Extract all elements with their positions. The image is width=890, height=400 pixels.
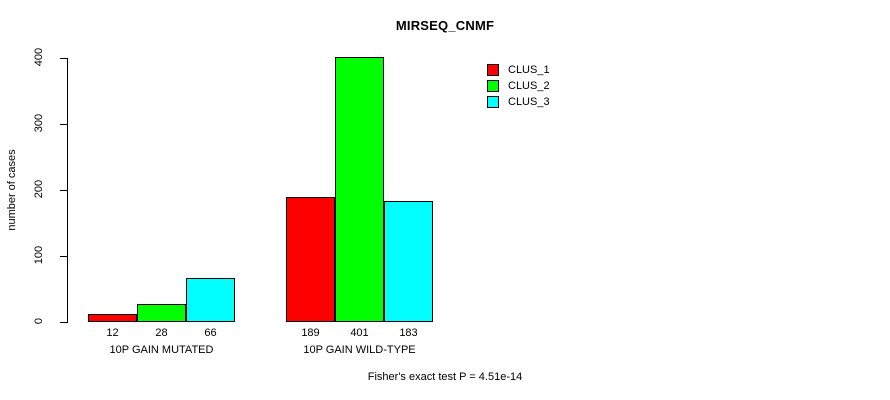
chart-title: MIRSEQ_CNMF (395, 18, 495, 33)
statistical-test-annotation: Fisher's exact test P = 4.51e-14 (367, 371, 523, 383)
bar-value-label: 66 (204, 327, 217, 339)
y-axis-line (67, 58, 68, 323)
y-axis-tick (60, 58, 67, 59)
y-axis-tick (60, 124, 67, 125)
bar-value-label: 189 (301, 327, 320, 339)
legend-label: CLUS_3 (508, 96, 550, 108)
y-axis-tick-label: 200 (33, 179, 45, 199)
bar-value-label: 12 (106, 327, 119, 339)
legend-swatch-icon (487, 80, 499, 92)
y-axis-tick-label-wrap: 0 (18, 315, 56, 329)
y-axis-tick-label: 300 (33, 113, 45, 133)
bar-value-label: 401 (350, 327, 369, 339)
y-axis-tick-label-wrap: 300 (18, 114, 56, 132)
y-axis-title: number of cases (6, 149, 18, 231)
y-axis-tick (60, 322, 67, 323)
legend-item: CLUS_3 (487, 94, 550, 110)
bar-clus-2 (335, 57, 384, 322)
bar-value-label: 183 (399, 327, 418, 339)
y-axis-tick-label: 100 (33, 245, 45, 265)
y-axis-tick (60, 190, 67, 191)
legend-swatch-icon (487, 96, 499, 108)
y-axis-tick-label: 0 (33, 317, 45, 325)
y-axis-tick-label: 400 (33, 47, 45, 67)
y-axis-tick-label-wrap: 400 (18, 48, 56, 66)
y-axis-tick-label-wrap: 100 (18, 246, 56, 264)
legend-label: CLUS_1 (508, 64, 550, 76)
bar-value-label: 28 (155, 327, 168, 339)
group-label: 10P GAIN MUTATED (109, 344, 214, 356)
bar-clus-1 (88, 314, 137, 322)
legend-label: CLUS_2 (508, 80, 550, 92)
bar-clus-3 (186, 278, 235, 322)
chart-legend: CLUS_1 CLUS_2 CLUS_3 (487, 62, 550, 110)
bar-clus-3 (384, 201, 433, 322)
y-axis-tick (60, 256, 67, 257)
legend-item: CLUS_2 (487, 78, 550, 94)
legend-swatch-icon (487, 64, 499, 76)
bar-clus-2 (137, 303, 186, 322)
y-axis-tick-label-wrap: 200 (18, 180, 56, 198)
legend-item: CLUS_1 (487, 62, 550, 78)
bar-clus-1 (286, 197, 335, 322)
group-label: 10P GAIN WILD-TYPE (303, 344, 416, 356)
